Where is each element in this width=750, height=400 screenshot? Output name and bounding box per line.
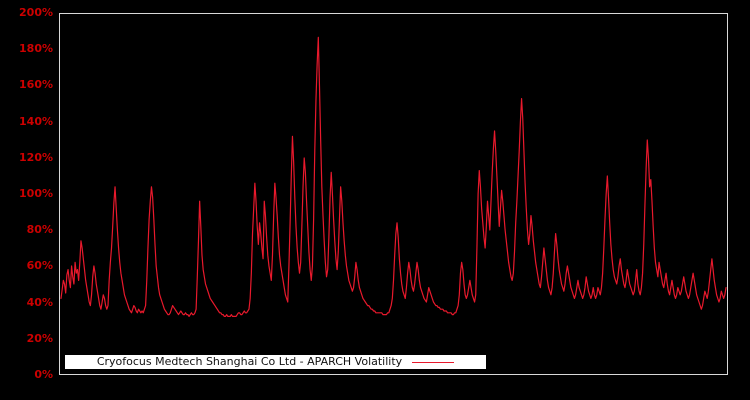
series-line-aparch-volatility xyxy=(60,36,727,317)
y-axis-tick-label: 180% xyxy=(19,42,53,56)
y-axis-tick-label: 40% xyxy=(26,295,53,309)
y-axis-tick-label: 160% xyxy=(19,78,53,92)
y-axis-tick-label: 80% xyxy=(26,223,53,237)
y-axis-tick-label: 60% xyxy=(26,259,53,273)
y-axis-tick-label: 140% xyxy=(19,114,53,128)
y-axis-tick-label: 200% xyxy=(19,6,53,19)
legend[interactable]: Cryofocus Medtech Shanghai Co Ltd - APAR… xyxy=(65,355,486,369)
legend-label: Cryofocus Medtech Shanghai Co Ltd - APAR… xyxy=(96,355,403,368)
legend-line-swatch xyxy=(412,361,455,363)
y-axis-tick-label: 20% xyxy=(26,331,53,345)
y-axis-tick-label: 0% xyxy=(34,368,53,381)
plot-area xyxy=(59,13,728,375)
y-axis: 200% 180% 160% 140% 120% 100% 80% 60% 40% 20% 0% xyxy=(0,0,56,400)
y-axis-tick-label: 120% xyxy=(19,150,53,164)
series-polyline xyxy=(60,36,727,317)
y-axis-tick-label: 100% xyxy=(19,187,53,200)
